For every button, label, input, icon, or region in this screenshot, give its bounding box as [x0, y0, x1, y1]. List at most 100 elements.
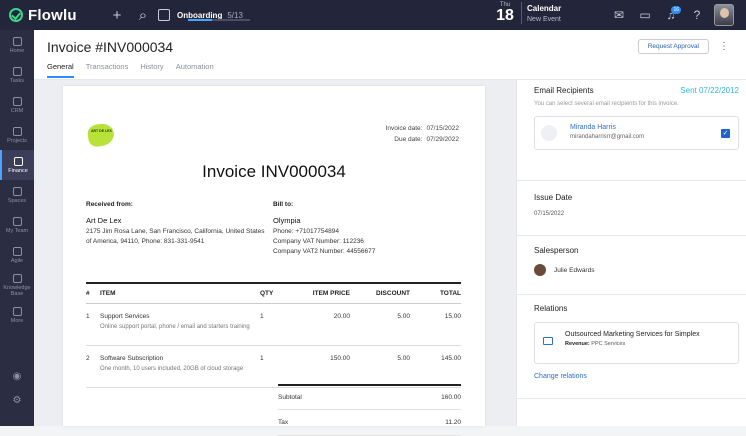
sidebar-item-label: More	[10, 317, 24, 324]
invoice-date-label: Invoice date:	[385, 125, 423, 132]
bell-icon[interactable]: ♫ 16	[666, 6, 681, 22]
tab-general[interactable]: General	[47, 62, 74, 78]
app-name: Flowlu	[28, 6, 77, 24]
item-description: One month, 10 users included, 20GB of cl…	[100, 365, 244, 372]
calendar-divider	[521, 2, 522, 24]
received-from-label: Received from:	[86, 201, 133, 208]
received-from: Received from: Art De Lex 2175 Jim Rosa …	[86, 200, 271, 247]
calendar-widget[interactable]: Thu 18 Calendar New Event	[494, 2, 561, 24]
document-area: ART DE LEX Invoice date: 07/15/2022 Due d…	[34, 80, 516, 436]
due-date: 07/29/2022	[426, 136, 459, 143]
invoice-dates: Invoice date: 07/15/2022 Due date: 07/29/2…	[374, 123, 459, 145]
cell-number: 1	[86, 303, 100, 346]
received-from-address: 2175 Jim Rosa Lane, San Francisco, Calif…	[86, 228, 265, 245]
bill-to-name: Olympia	[273, 216, 301, 225]
person-icon	[541, 125, 557, 141]
mail-icon[interactable]: ✉	[613, 8, 625, 22]
flowlu-logo-icon	[9, 8, 23, 22]
top-right-tools: ✉ ▭ ♫ 16 ?	[606, 4, 734, 26]
company-logo	[86, 122, 116, 148]
sidebar-item-label: CRM	[10, 107, 24, 114]
settings-icon[interactable]: ⚙	[12, 394, 22, 406]
sidebar-item-projects[interactable]: Projects	[0, 120, 34, 150]
tab-transactions[interactable]: Transactions	[85, 62, 129, 71]
col-discount: DISCOUNT	[350, 282, 410, 304]
invoice-title: Invoice INV000034	[202, 162, 346, 181]
sidebar-item-my-team[interactable]: My Team	[0, 210, 34, 240]
subtotal-label: Subtotal	[278, 394, 302, 401]
sidebar-item-label: Home	[9, 47, 25, 54]
sidebar-item-finance[interactable]: Finance	[0, 150, 34, 180]
totals: Subtotal 160.00 Tax 11.20	[278, 384, 461, 436]
sidebar-item-more[interactable]: More	[0, 300, 34, 330]
sidebar-item-home[interactable]: Home	[0, 30, 34, 60]
more-options-icon[interactable]: ⋮	[719, 41, 729, 52]
col-number: #	[86, 282, 100, 304]
calendar-day: 18	[496, 7, 514, 24]
search-icon[interactable]: ⌕	[138, 6, 148, 24]
col-qty: QTY	[260, 282, 290, 304]
request-approval-button[interactable]: Request Approval	[637, 39, 709, 54]
cell-discount: 5.00	[350, 303, 410, 346]
tax-row: Tax 11.20	[278, 410, 461, 436]
chat-icon[interactable]: ▭	[639, 8, 651, 22]
recipient-name[interactable]: Miranda Harris	[570, 124, 616, 131]
salesperson-title: Salesperson	[534, 246, 579, 255]
bill-to-vat: Company VAT Number: 112236	[273, 238, 364, 245]
relation-name[interactable]: Outsourced Marketing Services for Simple…	[565, 331, 700, 338]
cell-number: 2	[86, 345, 100, 388]
sidebar-item-label: Projects	[7, 137, 27, 144]
tab-history[interactable]: History	[140, 62, 164, 71]
recipient-checkbox[interactable]: ✓	[721, 129, 730, 138]
email-recipients-title: Email Recipients	[534, 86, 594, 95]
plus-icon[interactable]: +	[112, 6, 122, 24]
sidebar-item-tasks[interactable]: Tasks	[0, 60, 34, 90]
bill-to-vat2: Company VAT2 Number: 44556677	[273, 248, 376, 255]
projects-icon	[12, 126, 22, 136]
company-logo-text: ART DE LEX	[91, 129, 112, 133]
onboarding-icon	[158, 9, 170, 21]
salesperson-section: Salesperson Julie Edwards	[534, 246, 739, 276]
new-event-link[interactable]: New Event	[527, 15, 561, 23]
tab-automation[interactable]: Automation	[175, 62, 214, 71]
pin-icon[interactable]: ◉	[12, 370, 22, 382]
recipient-card[interactable]: Miranda Harris mirandaharrisrr@gmail.com…	[534, 116, 739, 150]
sidebar-item-agile[interactable]: Agile	[0, 240, 34, 270]
col-item: ITEM	[100, 282, 260, 304]
user-avatar[interactable]	[714, 4, 734, 26]
onboarding-progress-fill	[188, 19, 212, 21]
help-icon[interactable]: ?	[693, 8, 701, 22]
sidebar-item-knowledge-base[interactable]: Knowledge Base	[0, 270, 34, 300]
cell-item: Software Subscription One month, 10 users…	[100, 345, 260, 388]
home-icon	[12, 36, 22, 46]
subtotal-row: Subtotal 160.00	[278, 384, 461, 410]
calendar-info: Calendar New Event	[527, 4, 561, 23]
sidebar-bottom: ◉ ⚙	[0, 364, 34, 412]
sidebar-item-crm[interactable]: CRM	[0, 90, 34, 120]
app-logo[interactable]: Flowlu	[9, 7, 104, 24]
onboarding-widget[interactable]: Onboarding 5/13	[158, 9, 243, 21]
salesperson-name: Julie Edwards	[554, 266, 595, 274]
bill-to-label: Bill to:	[273, 201, 294, 208]
cell-discount: 5.00	[350, 345, 410, 388]
calendar-dow: Thu	[499, 2, 511, 8]
issue-date-value[interactable]: 07/15/2022	[534, 211, 565, 217]
change-relations-link[interactable]: Change relations	[534, 373, 587, 380]
salesperson[interactable]: Julie Edwards	[534, 264, 739, 276]
sidebar-item-spaces[interactable]: Spaces	[0, 180, 34, 210]
bill-to-phone: Phone: +71017754894	[273, 228, 339, 235]
divider	[517, 294, 746, 295]
relation-card[interactable]: Outsourced Marketing Services for Simple…	[534, 322, 739, 364]
invoice-date: 07/15/2022	[426, 125, 459, 132]
relations-section: Relations Outsourced Marketing Services …	[534, 304, 739, 380]
table-header-row: # ITEM QTY ITEM PRICE DISCOUNT TOTAL	[86, 282, 461, 304]
col-item-price: ITEM PRICE	[290, 282, 350, 304]
sidebar-item-label: Agile	[10, 257, 24, 264]
issue-date-title: Issue Date	[534, 193, 573, 202]
cell-total: 15.00	[410, 303, 461, 346]
tax-label: Tax	[278, 419, 289, 426]
onboarding-title: Onboarding	[177, 10, 223, 20]
salesperson-avatar	[534, 264, 546, 276]
sidebar: Home Tasks CRM Projects Finance Spaces M…	[0, 30, 34, 426]
page-title: Invoice #INV000034	[47, 39, 174, 55]
